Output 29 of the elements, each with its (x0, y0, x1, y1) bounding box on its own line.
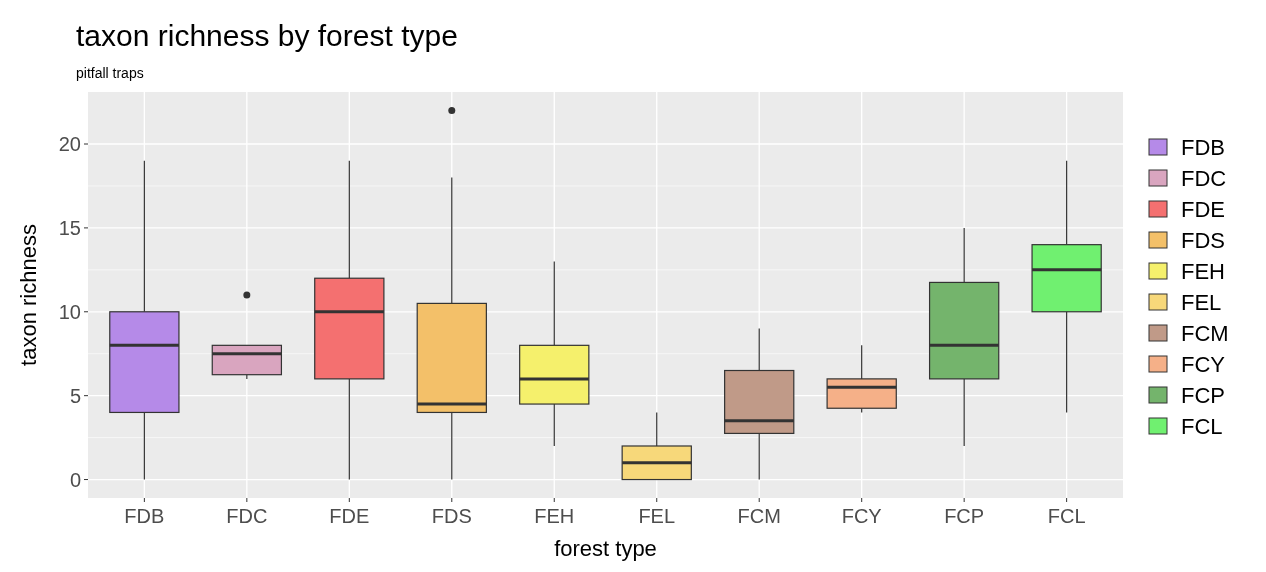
y-axis-title: taxon richness (16, 224, 41, 366)
legend-label: FDS (1181, 227, 1225, 253)
legend-label: FDC (1181, 165, 1227, 191)
y-tick-label: 10 (58, 300, 81, 323)
x-tick-label: FDC (226, 505, 268, 527)
y-tick-label: 0 (69, 468, 81, 491)
x-tick-label: FEL (638, 505, 676, 527)
legend-label: FCY (1181, 351, 1226, 377)
x-tick-label: FEH (534, 505, 575, 527)
legend-label: FCM (1181, 320, 1229, 346)
x-tick-label: FCM (737, 505, 781, 527)
y-tick-label: 15 (58, 216, 81, 239)
x-tick-label: FCY (841, 505, 882, 527)
legend-label: FDB (1181, 134, 1225, 160)
legend-label: FEH (1181, 258, 1225, 284)
x-tick-label: FDE (329, 505, 370, 527)
chart-subtitle: pitfall traps (76, 65, 144, 81)
legend-label: FCL (1181, 413, 1223, 439)
x-tick-label: FDS (431, 505, 472, 527)
y-tick-label: 5 (69, 384, 81, 407)
x-tick-label: FCP (944, 505, 985, 527)
legend-label: FCP (1181, 382, 1225, 408)
legend-label: FEL (1181, 289, 1222, 315)
x-tick-label: FDB (124, 505, 165, 527)
x-tick-label: FCL (1047, 505, 1086, 527)
chart-title: taxon richness by forest type (76, 19, 458, 52)
legend-label: FDE (1181, 196, 1225, 222)
x-axis-title: forest type (554, 536, 657, 561)
y-tick-label: 20 (58, 133, 81, 156)
